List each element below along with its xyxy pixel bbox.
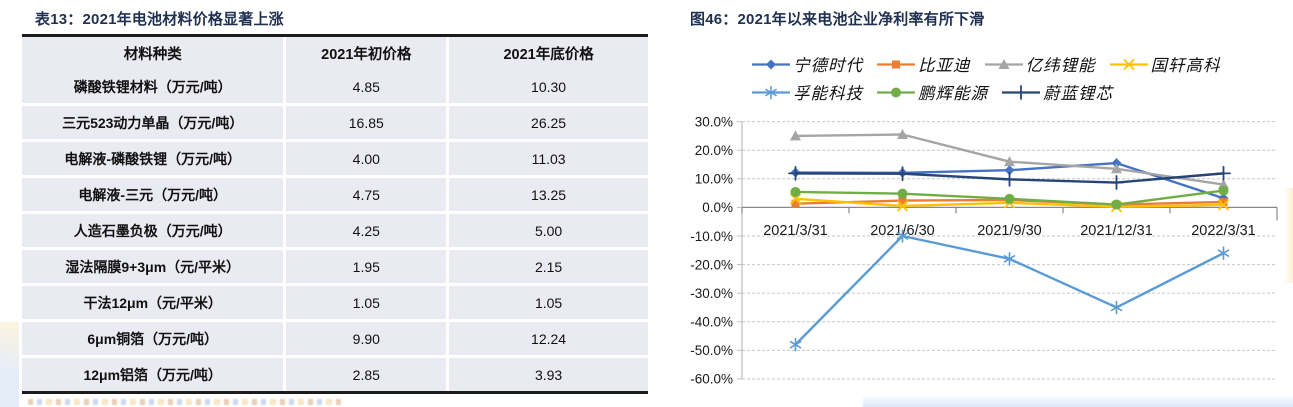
table-header-material: 材料种类 xyxy=(22,37,287,70)
material-name-cell: 6μm铜箔（万元/吨） xyxy=(22,320,287,358)
legend-marker-icon xyxy=(752,85,790,99)
price-cell: 13.25 xyxy=(447,176,648,214)
table-row: 人造石墨负极（万元/吨） 4.25 5.00 xyxy=(22,212,648,250)
table-row: 12μm铝箔（万元/吨） 2.85 3.93 xyxy=(22,356,648,391)
x-axis-tick-label: 2021/9/30 xyxy=(977,223,1042,239)
page-corner-decoration xyxy=(0,322,19,407)
price-cell: 16.85 xyxy=(284,104,450,142)
y-axis-tick-label: 10.0% xyxy=(695,172,733,187)
table-header-row: 材料种类 2021年初价格 2021年底价格 xyxy=(22,37,648,70)
legend-label: 宁德时代 xyxy=(793,56,863,75)
table-row: 电解液-磷酸铁锂（万元/吨） 4.00 11.03 xyxy=(22,140,648,178)
table-row: 6μm铜箔（万元/吨） 9.90 12.24 xyxy=(22,320,648,358)
price-cell: 12.24 xyxy=(447,320,648,358)
legend-marker-icon xyxy=(752,59,790,69)
legend-label: 鹏辉能源 xyxy=(918,84,988,103)
y-axis-tick-label: -30.0% xyxy=(690,286,733,301)
legend-item: 孚能科技 xyxy=(751,81,863,103)
legend-marker-icon xyxy=(984,58,1023,69)
y-axis-tick-label: -10.0% xyxy=(690,229,733,244)
price-cell: 2.15 xyxy=(447,248,648,286)
legend-label: 孚能科技 xyxy=(793,84,863,103)
legend-item: 国轩高科 xyxy=(1109,53,1221,75)
price-cell: 10.30 xyxy=(447,70,648,106)
legend-marker-icon xyxy=(877,87,915,97)
material-name-cell: 电解液-磷酸铁锂（万元/吨） xyxy=(22,140,287,178)
price-cell: 3.93 xyxy=(447,356,648,391)
table-row: 三元523动力单晶（万元/吨） 16.85 26.25 xyxy=(22,104,648,142)
material-price-table-panel: 表13：2021年电池材料价格显著上涨 材料种类 2021年初价格 2021年底… xyxy=(20,3,652,405)
table-row: 湿法隔膜9+3μm（元/平米） 1.95 2.15 xyxy=(22,248,648,286)
material-name-cell: 磷酸铁锂材料（万元/吨） xyxy=(22,70,287,106)
legend-label: 国轩高科 xyxy=(1150,56,1221,75)
net-margin-chart-panel: 图46：2021年以来电池企业净利率有所下滑 30.0% 20.0% 10.0% 0.… xyxy=(665,5,1293,407)
y-axis-tick-label: 0.0% xyxy=(702,200,733,215)
table-header-price-end: 2021年底价格 xyxy=(447,37,648,70)
legend-marker-icon xyxy=(1109,58,1148,70)
legend-label: 比亚迪 xyxy=(918,56,971,75)
table-title: 表13：2021年电池材料价格显著上涨 xyxy=(35,11,284,28)
legend-item: 比亚迪 xyxy=(876,53,971,75)
y-axis-tick-label: 20.0% xyxy=(695,143,733,158)
chart-title: 图46：2021年以来电池企业净利率有所下滑 xyxy=(690,11,985,28)
net-margin-line-chart: 30.0% 20.0% 10.0% 0.0% -10.0% -20.0% -30.0% -40… xyxy=(690,114,1278,387)
price-cell: 4.00 xyxy=(284,140,450,178)
price-cell: 26.25 xyxy=(447,104,648,142)
price-cell: 1.05 xyxy=(284,284,450,322)
price-cell: 4.75 xyxy=(284,176,450,214)
y-axis-tick-label: -20.0% xyxy=(690,257,733,272)
legend-label: 亿纬锂能 xyxy=(1025,56,1096,75)
price-cell: 4.85 xyxy=(284,70,450,106)
material-name-cell: 干法12μm（元/平米） xyxy=(22,284,287,322)
price-cell: 1.05 xyxy=(447,284,648,322)
legend-marker-icon xyxy=(1002,84,1040,100)
material-name-cell: 三元523动力单晶（万元/吨） xyxy=(22,104,287,142)
legend-item: 鹏辉能源 xyxy=(876,81,988,103)
price-cell: 4.25 xyxy=(284,212,450,250)
legend-item: 亿纬锂能 xyxy=(984,53,1096,75)
y-axis-tick-label: -40.0% xyxy=(690,315,733,330)
material-name-cell: 电解液-三元（万元/吨） xyxy=(22,176,287,214)
price-cell: 11.03 xyxy=(447,140,648,178)
x-axis-tick-label: 2022/3/31 xyxy=(1191,223,1256,239)
price-cell: 2.85 xyxy=(284,356,450,391)
table-header-price-start: 2021年初价格 xyxy=(284,37,450,70)
y-axis-tick-label: 30.0% xyxy=(695,114,733,129)
legend-item: 蔚蓝锂芯 xyxy=(1001,81,1113,103)
table-row: 干法12μm（元/平米） 1.05 1.05 xyxy=(22,284,648,322)
y-axis-tick-label: -50.0% xyxy=(690,343,733,358)
price-cell: 1.95 xyxy=(284,248,450,286)
legend-marker-icon xyxy=(877,60,915,68)
price-cell: 5.00 xyxy=(447,212,648,250)
legend-item: 宁德时代 xyxy=(751,53,863,75)
y-axis-tick-label: -60.0% xyxy=(690,372,733,387)
x-axis-tick-label: 2021/3/31 xyxy=(763,223,828,239)
table-row: 电解液-三元（万元/吨） 4.75 13.25 xyxy=(22,176,648,214)
legend-label: 蔚蓝锂芯 xyxy=(1043,84,1113,103)
table-row: 磷酸铁锂材料（万元/吨） 4.85 10.30 xyxy=(22,70,648,106)
material-name-cell: 人造石墨负极（万元/吨） xyxy=(22,212,287,250)
table-body: 磷酸铁锂材料（万元/吨） 4.85 10.30 三元523动力单晶（万元/吨） 16.8… xyxy=(22,70,648,391)
x-axis-tick-label: 2021/12/31 xyxy=(1080,223,1153,239)
material-name-cell: 湿法隔膜9+3μm（元/平米） xyxy=(22,248,287,286)
chart-legend: 宁德时代 比亚迪 亿纬锂能 国轩高科孚能科技 鹏辉能源 蔚蓝锂芯 xyxy=(751,53,1286,103)
material-price-table: 材料种类 2021年初价格 2021年底价格 磷酸铁锂材料（万元/吨） 4.85 1… xyxy=(22,34,648,394)
material-name-cell: 12μm铝箔（万元/吨） xyxy=(22,356,287,391)
price-cell: 9.90 xyxy=(284,320,450,358)
